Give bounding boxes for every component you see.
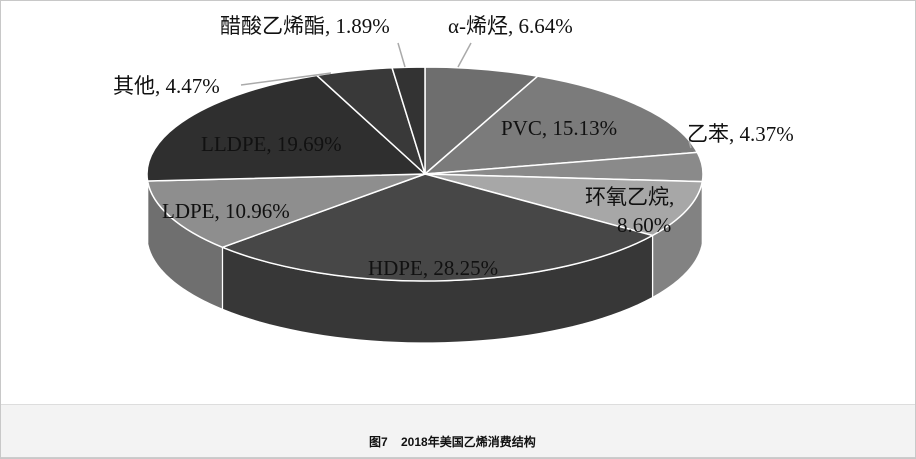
pie-slice-1 — [424, 75, 699, 175]
pie-slice-3 — [424, 173, 704, 237]
pie-slice-6 — [146, 74, 426, 182]
figure-caption: 图7 2018年美国乙烯消费结构 — [1, 404, 915, 458]
leader-line-1 — [397, 42, 406, 68]
label-ethylene-oxide-value: 8.60% — [617, 213, 672, 237]
pie-slice-5 — [146, 173, 426, 249]
label-vinyl-acetate: 醋酸乙烯酯, 1.89% — [220, 14, 390, 38]
leader-line-3 — [688, 140, 692, 149]
leader-line-2 — [240, 72, 332, 86]
label-alpha-olefin: α-烯烃, 6.64% — [448, 14, 573, 38]
figure-number: 图7 — [369, 435, 388, 449]
label-ldpe: LDPE, 10.96% — [162, 199, 290, 223]
pie-side-6 — [146, 173, 149, 244]
figure-title: 2018年美国乙烯消费结构 — [401, 435, 536, 449]
label-other: 其他, 4.47% — [113, 74, 220, 98]
label-lldpe: LLDPE, 19.69% — [201, 132, 342, 156]
leader-line-0 — [457, 42, 472, 68]
pie-chart — [146, 42, 704, 344]
label-ethylbenzene: 乙苯, 4.37% — [687, 122, 794, 146]
label-ethylene-oxide: 环氧乙烷, — [585, 185, 675, 209]
label-pvc: PVC, 15.13% — [501, 116, 618, 140]
label-hdpe: HDPE, 28.25% — [368, 256, 499, 280]
pie-slice-4 — [221, 173, 654, 282]
pie-slice-0 — [424, 66, 539, 175]
pie-slice-8 — [391, 66, 426, 175]
